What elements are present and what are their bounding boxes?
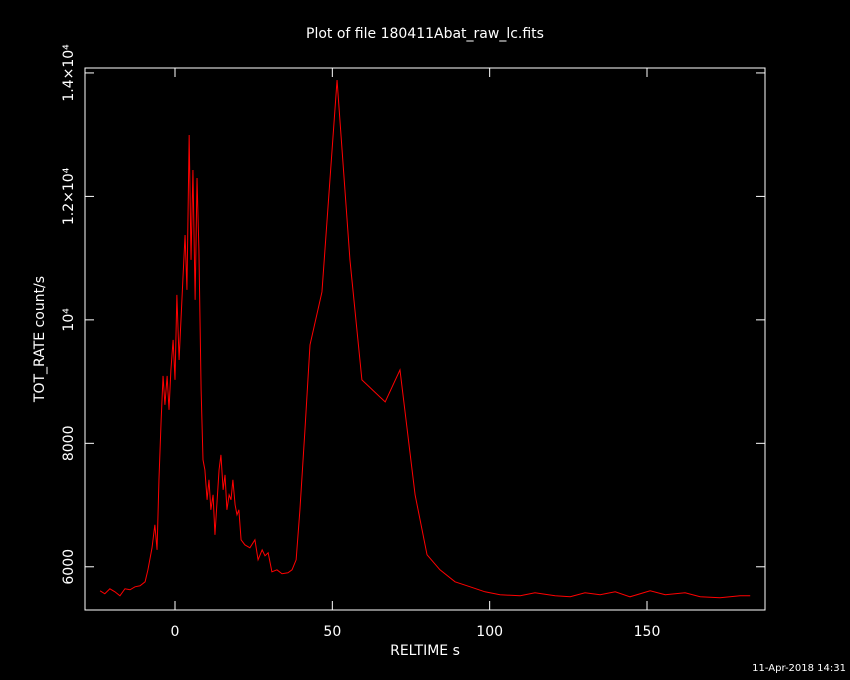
y-axis-label: TOT_RATE count/s — [32, 276, 48, 403]
chart-title: Plot of file 180411Abat_raw_lc.fits — [306, 26, 544, 42]
y-tick-label: 6000 — [61, 549, 77, 585]
date-stamp: 11-Apr-2018 14:31 — [752, 663, 846, 674]
y-tick-label: 1.4×10⁴ — [61, 44, 77, 102]
x-tick-label: 100 — [476, 624, 503, 640]
y-tick-label: 8000 — [61, 426, 77, 462]
x-tick-label: 50 — [323, 624, 341, 640]
y-tick-label: 10⁴ — [61, 308, 77, 332]
x-tick-label: 150 — [634, 624, 661, 640]
y-tick-label: 1.2×10⁴ — [61, 167, 77, 225]
light-curve — [99, 80, 751, 599]
plot-frame — [84, 67, 766, 611]
x-tick-label: 0 — [171, 624, 180, 640]
x-axis-label: RELTIME s — [390, 643, 460, 659]
